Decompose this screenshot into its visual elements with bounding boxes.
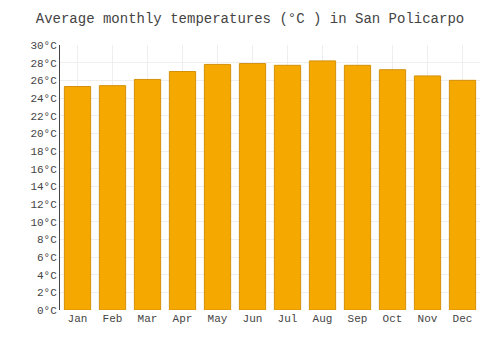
svg-text:18°C: 18°C — [30, 146, 57, 158]
svg-text:Feb: Feb — [103, 313, 123, 325]
svg-text:26°C: 26°C — [30, 75, 57, 87]
svg-text:Average monthly temperatures (: Average monthly temperatures (°C ) in Sa… — [36, 11, 464, 27]
svg-text:10°C: 10°C — [30, 217, 57, 229]
svg-text:4°C: 4°C — [37, 270, 57, 282]
svg-text:Oct: Oct — [383, 313, 403, 325]
svg-text:30°C: 30°C — [30, 40, 57, 52]
svg-text:Sep: Sep — [348, 313, 368, 325]
svg-text:16°C: 16°C — [30, 164, 57, 176]
svg-text:22°C: 22°C — [30, 111, 57, 123]
svg-text:Jan: Jan — [68, 313, 88, 325]
svg-text:28°C: 28°C — [30, 58, 57, 70]
svg-text:Dec: Dec — [453, 313, 473, 325]
svg-text:May: May — [208, 313, 228, 325]
svg-text:0°C: 0°C — [37, 305, 57, 317]
svg-text:Apr: Apr — [173, 313, 193, 325]
svg-text:Mar: Mar — [138, 313, 158, 325]
svg-text:Aug: Aug — [313, 313, 333, 325]
svg-text:12°C: 12°C — [30, 199, 57, 211]
svg-text:8°C: 8°C — [37, 234, 57, 246]
svg-text:14°C: 14°C — [30, 181, 57, 193]
svg-text:Jun: Jun — [243, 313, 263, 325]
svg-text:Nov: Nov — [418, 313, 438, 325]
svg-text:Jul: Jul — [278, 313, 298, 325]
svg-text:24°C: 24°C — [30, 93, 57, 105]
svg-text:2°C: 2°C — [37, 287, 57, 299]
svg-text:20°C: 20°C — [30, 128, 57, 140]
svg-text:6°C: 6°C — [37, 252, 57, 264]
